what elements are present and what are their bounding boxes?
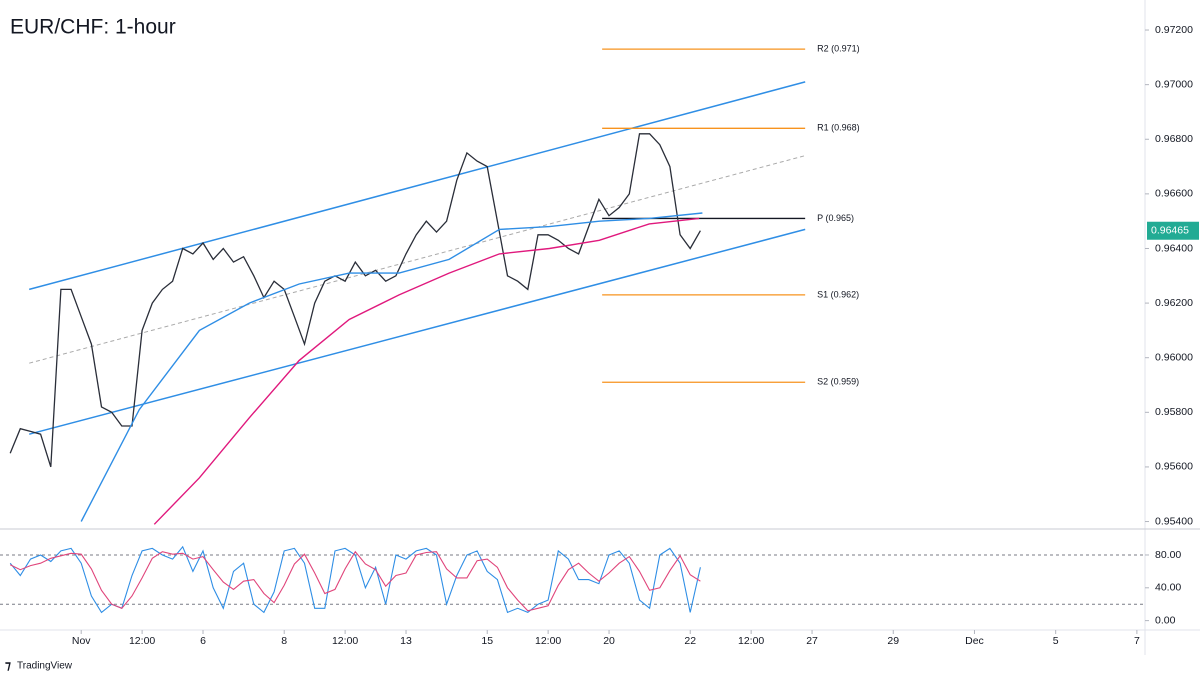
x-tick-label: 12:00 bbox=[535, 635, 561, 647]
y-tick-label: 0.96800 bbox=[1155, 133, 1193, 145]
x-tick-label: 6 bbox=[200, 635, 206, 647]
pivot-label: P (0.965) bbox=[817, 213, 854, 223]
price-line bbox=[80, 212, 703, 522]
pivot-label: R2 (0.971) bbox=[817, 44, 860, 54]
footer-text: TradingView bbox=[17, 661, 73, 672]
pivot-label: S1 (0.962) bbox=[817, 289, 859, 299]
x-tick-label: 12:00 bbox=[129, 635, 155, 647]
x-tick-label: 29 bbox=[887, 635, 899, 647]
logo: ⁊ TradingView bbox=[5, 658, 73, 672]
channel-line bbox=[29, 155, 806, 364]
x-tick-label: 22 bbox=[684, 635, 696, 647]
x-tick-label: 20 bbox=[603, 635, 615, 647]
stoch-tick-label: 40.00 bbox=[1155, 582, 1181, 594]
x-tick-label: 7 bbox=[1134, 635, 1140, 647]
x-tick-label: 12:00 bbox=[738, 635, 764, 647]
x-tick-label: 13 bbox=[400, 635, 412, 647]
pivot-label: R1 (0.968) bbox=[817, 123, 860, 133]
x-tick-label: Dec bbox=[965, 635, 984, 647]
y-tick-label: 0.95600 bbox=[1155, 461, 1193, 473]
y-tick-label: 0.97000 bbox=[1155, 78, 1193, 90]
stoch-line bbox=[9, 550, 701, 612]
last-price-label: 0.96465 bbox=[1151, 225, 1189, 237]
y-tick-label: 0.95800 bbox=[1155, 406, 1193, 418]
x-tick-label: 5 bbox=[1053, 635, 1059, 647]
x-tick-label: 12:00 bbox=[332, 635, 358, 647]
price-line bbox=[153, 217, 700, 525]
x-tick-label: 8 bbox=[281, 635, 287, 647]
x-tick-label: 27 bbox=[806, 635, 818, 647]
y-tick-label: 0.96400 bbox=[1155, 242, 1193, 254]
price-line bbox=[9, 133, 701, 468]
y-tick-label: 0.95400 bbox=[1155, 515, 1193, 527]
y-tick-label: 0.97200 bbox=[1155, 24, 1193, 36]
channel-line bbox=[29, 81, 806, 291]
y-tick-label: 0.96000 bbox=[1155, 351, 1193, 363]
stoch-tick-label: 80.00 bbox=[1155, 549, 1181, 561]
y-tick-label: 0.96600 bbox=[1155, 188, 1193, 200]
channel-line bbox=[29, 228, 806, 435]
x-tick-label: Nov bbox=[72, 635, 91, 647]
stoch-line bbox=[9, 545, 701, 614]
last-price-tag bbox=[1147, 221, 1199, 240]
chart-title: EUR/CHF: 1-hour bbox=[10, 16, 176, 39]
x-tick-label: 15 bbox=[481, 635, 493, 647]
stoch-tick-label: 0.00 bbox=[1155, 614, 1176, 626]
y-tick-label: 0.96200 bbox=[1155, 297, 1193, 309]
pivot-label: S2 (0.959) bbox=[817, 377, 859, 387]
logo-mark: ⁊ bbox=[5, 658, 11, 672]
